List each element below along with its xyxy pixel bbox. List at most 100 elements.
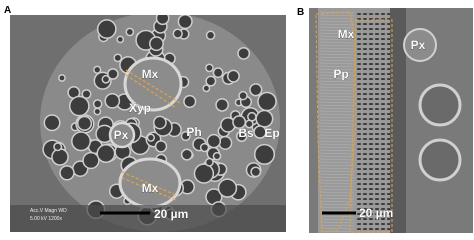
texture bbox=[356, 208, 362, 210]
texture bbox=[356, 38, 362, 40]
texture bbox=[238, 90, 248, 101]
texture bbox=[368, 143, 374, 145]
texture bbox=[183, 94, 197, 109]
texture bbox=[93, 65, 102, 74]
texture bbox=[319, 224, 355, 227]
texture bbox=[374, 83, 380, 85]
texture bbox=[319, 20, 355, 23]
texture bbox=[374, 218, 380, 220]
texture bbox=[362, 48, 368, 50]
texture bbox=[180, 148, 193, 161]
texture bbox=[374, 63, 380, 65]
texture bbox=[319, 194, 355, 197]
texture bbox=[362, 83, 368, 85]
texture bbox=[362, 203, 368, 205]
texture bbox=[93, 107, 102, 116]
texture bbox=[368, 43, 374, 45]
texture bbox=[380, 228, 386, 230]
texture bbox=[374, 183, 380, 185]
texture bbox=[362, 38, 368, 40]
texture bbox=[362, 58, 368, 60]
texture bbox=[356, 203, 362, 205]
texture bbox=[362, 148, 368, 150]
texture bbox=[380, 163, 386, 165]
texture bbox=[380, 113, 386, 115]
texture bbox=[380, 183, 386, 185]
texture bbox=[380, 198, 386, 200]
texture bbox=[374, 68, 380, 70]
texture bbox=[362, 213, 368, 215]
texture bbox=[380, 43, 386, 45]
texture bbox=[380, 98, 386, 100]
texture bbox=[374, 143, 380, 145]
texture bbox=[362, 173, 368, 175]
texture bbox=[380, 188, 386, 190]
texture bbox=[380, 173, 386, 175]
texture bbox=[380, 128, 386, 130]
texture bbox=[362, 133, 368, 135]
texture bbox=[368, 228, 374, 230]
texture bbox=[319, 131, 355, 134]
texture bbox=[362, 103, 368, 105]
texture bbox=[380, 143, 386, 145]
texture bbox=[172, 28, 183, 39]
texture bbox=[368, 178, 374, 180]
texture bbox=[380, 73, 386, 75]
texture bbox=[368, 83, 374, 85]
texture bbox=[374, 58, 380, 60]
texture bbox=[374, 198, 380, 200]
texture bbox=[107, 68, 119, 80]
texture bbox=[319, 140, 355, 143]
texture bbox=[319, 77, 355, 80]
texture bbox=[380, 123, 386, 125]
texture bbox=[374, 108, 380, 110]
texture bbox=[368, 203, 374, 205]
texture bbox=[374, 33, 380, 35]
texture bbox=[374, 13, 380, 15]
texture bbox=[380, 53, 386, 55]
texture bbox=[380, 38, 386, 40]
texture bbox=[319, 155, 355, 158]
texture bbox=[319, 116, 355, 119]
instrument-info: 5.00 kV 1200x bbox=[30, 216, 62, 222]
texture bbox=[380, 23, 386, 25]
texture bbox=[380, 148, 386, 150]
texture bbox=[356, 173, 362, 175]
texture bbox=[212, 67, 224, 79]
texture bbox=[362, 113, 368, 115]
texture bbox=[362, 78, 368, 80]
texture bbox=[319, 179, 355, 182]
texture bbox=[380, 88, 386, 90]
texture bbox=[146, 133, 156, 142]
texture bbox=[356, 88, 362, 90]
texture bbox=[362, 183, 368, 185]
texture bbox=[380, 178, 386, 180]
texture bbox=[319, 173, 355, 176]
texture bbox=[362, 73, 368, 75]
texture bbox=[368, 153, 374, 155]
texture bbox=[319, 23, 355, 26]
texture bbox=[356, 93, 362, 95]
texture bbox=[319, 44, 355, 47]
texture bbox=[374, 223, 380, 225]
annotation: Ph bbox=[186, 125, 201, 139]
texture bbox=[368, 218, 374, 220]
texture bbox=[113, 53, 123, 63]
texture bbox=[380, 203, 386, 205]
figure: A B Mx Xyp Px Ph Bs Ep Mx 20 µm Acc.V Ma… bbox=[4, 5, 473, 233]
texture bbox=[362, 188, 368, 190]
texture bbox=[356, 63, 362, 65]
texture bbox=[356, 123, 362, 125]
texture bbox=[368, 33, 374, 35]
texture bbox=[356, 33, 362, 35]
texture bbox=[374, 23, 380, 25]
texture bbox=[356, 48, 362, 50]
texture bbox=[319, 89, 355, 92]
texture bbox=[374, 48, 380, 50]
texture bbox=[180, 130, 191, 142]
texture bbox=[356, 188, 362, 190]
texture bbox=[319, 107, 355, 110]
texture bbox=[356, 23, 362, 25]
texture bbox=[374, 208, 380, 210]
texture bbox=[374, 98, 380, 100]
